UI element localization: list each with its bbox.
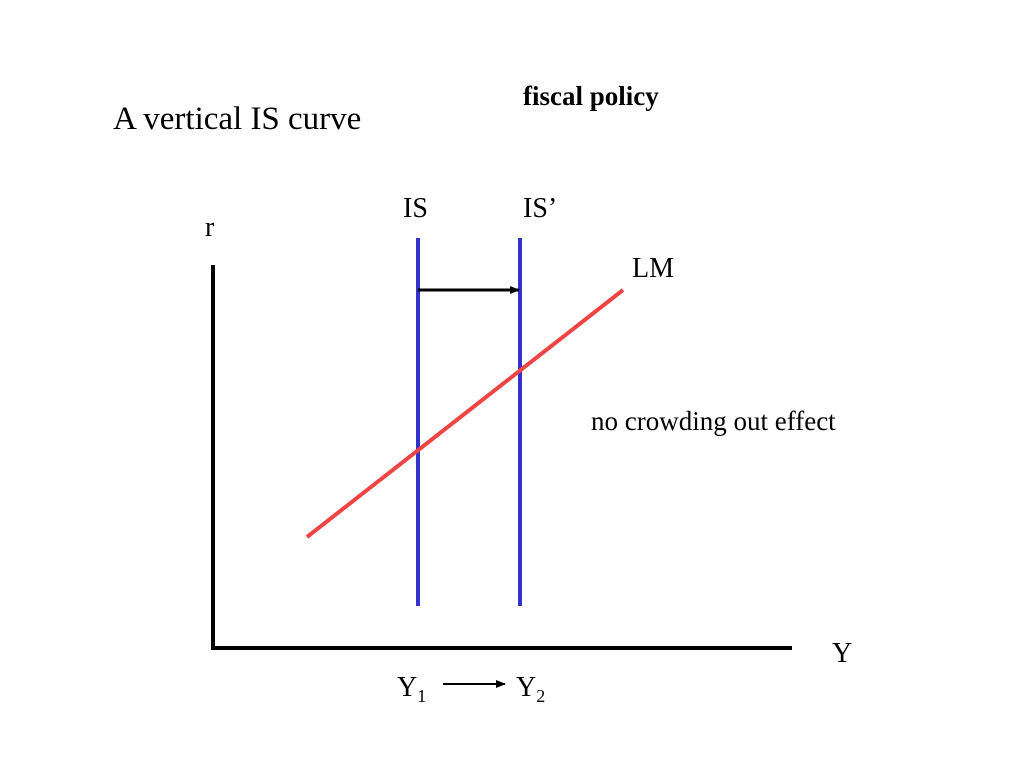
lm-label: LM [632,253,674,284]
annotation: no crowding out effect [591,406,836,436]
output-symbol: Y [397,672,417,703]
lm-curve [305,288,625,539]
x-axis-label: Y [832,638,852,669]
y-axis-label: r [205,212,215,243]
output-subscript: 1 [417,686,426,706]
topic: fiscal policy [523,81,659,111]
output-label: Y2 [516,672,545,706]
output-symbol: Y [516,672,536,703]
is-label: IS [403,193,428,224]
is-shifted-label: IS’ [523,193,557,224]
output-subscript: 2 [536,686,545,706]
output-label: Y1 [397,672,426,706]
title: A vertical IS curve [113,101,361,137]
